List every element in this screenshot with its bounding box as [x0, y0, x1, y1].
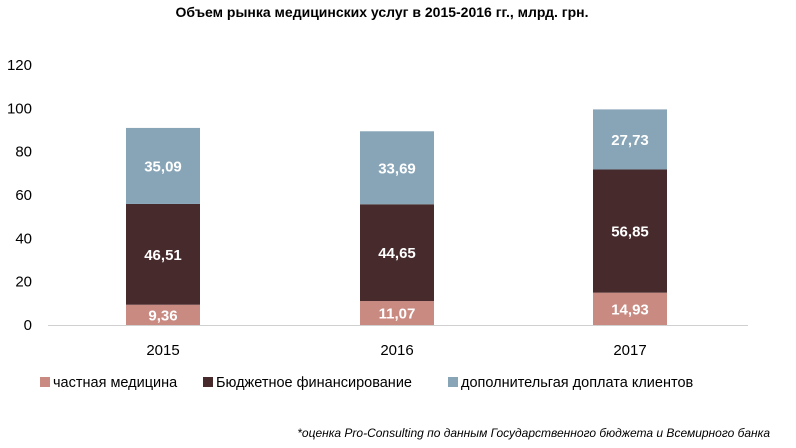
- y-tick-label: 120: [7, 57, 32, 74]
- data-label: 56,85: [611, 224, 649, 241]
- y-tick-label: 60: [15, 187, 32, 204]
- bar-segment: [593, 169, 667, 293]
- footnote: *оценка Pro-Consulting по данным Государ…: [297, 426, 770, 440]
- y-tick-label: 40: [15, 230, 32, 247]
- legend-label: частная медицина: [53, 375, 178, 391]
- y-tick-label: 80: [15, 144, 32, 161]
- data-label: 14,93: [611, 301, 649, 318]
- legend-label: Бюджетное финансирование: [216, 375, 412, 391]
- y-tick-label: 100: [7, 100, 32, 117]
- legend-swatch: [448, 377, 458, 387]
- data-label: 35,09: [144, 158, 182, 175]
- bar-segment: [126, 203, 200, 305]
- bars: 9,36 46,51 35,09 11,07 44,65 33,69 14,93 56,85 2…: [126, 109, 667, 325]
- x-tick-label: 2017: [613, 342, 646, 359]
- legend-swatch: [203, 377, 213, 387]
- legend: частная медицина Бюджетное финансирование…: [40, 375, 694, 391]
- bar-segment: [126, 127, 200, 204]
- legend-swatch: [40, 377, 50, 387]
- y-axis: 0 20 40 60 80 100 120: [7, 57, 32, 334]
- y-tick-label: 20: [15, 274, 32, 291]
- x-axis-labels: 2015 2016 2017: [146, 342, 646, 359]
- y-tick-label: 0: [24, 317, 32, 334]
- data-label: 27,73: [611, 132, 649, 149]
- bar-segment: [593, 292, 667, 325]
- bar-segment: [360, 301, 434, 325]
- data-label: 33,69: [378, 160, 416, 177]
- legend-label: дополнительгая доплата клиентов: [461, 375, 694, 391]
- data-label: 9,36: [148, 307, 177, 324]
- bar-segment: [126, 304, 200, 325]
- data-label: 11,07: [379, 306, 416, 323]
- bar-segment: [360, 204, 434, 302]
- x-tick-label: 2016: [380, 342, 413, 359]
- data-label: 44,65: [378, 245, 416, 262]
- data-label: 46,51: [144, 247, 182, 264]
- bar-segment: [360, 131, 434, 205]
- chart-title: Объем рынка медицинских услуг в 2015-201…: [176, 4, 589, 20]
- x-tick-label: 2015: [146, 342, 179, 359]
- bar-segment: [593, 109, 667, 170]
